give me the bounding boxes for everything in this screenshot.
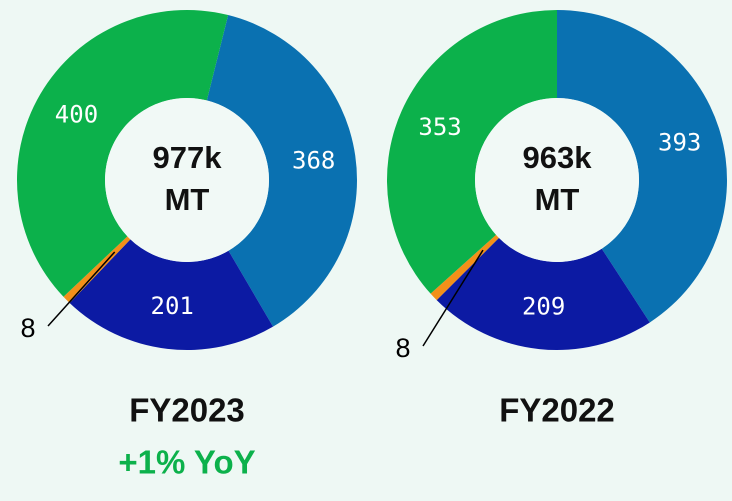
value-label: 209 (522, 292, 565, 320)
value-label: 368 (292, 147, 335, 175)
caption: FY2023 (129, 392, 245, 429)
donut-segment (436, 237, 650, 351)
value-label: 393 (658, 129, 701, 157)
leader-line (47, 251, 116, 327)
center-label: 977k (153, 140, 223, 175)
value-label: 400 (55, 100, 98, 128)
donut-segment (206, 15, 357, 327)
subtitle: +1% YoY (118, 444, 255, 481)
center-label: MT (535, 182, 580, 217)
donut-segment (557, 10, 727, 323)
donut-segment (16, 9, 229, 297)
donut-segment (69, 239, 274, 350)
donut-hole (105, 98, 269, 262)
donut-hole (475, 98, 639, 262)
donut-segment (387, 10, 557, 294)
leader-line (422, 249, 484, 347)
center-label: MT (165, 182, 210, 217)
value-label: 8 (395, 333, 410, 363)
value-label: 201 (151, 292, 194, 320)
center-label: 963k (523, 140, 593, 175)
value-label: 353 (418, 113, 461, 141)
caption: FY2022 (499, 392, 615, 429)
value-label: 8 (20, 313, 35, 343)
